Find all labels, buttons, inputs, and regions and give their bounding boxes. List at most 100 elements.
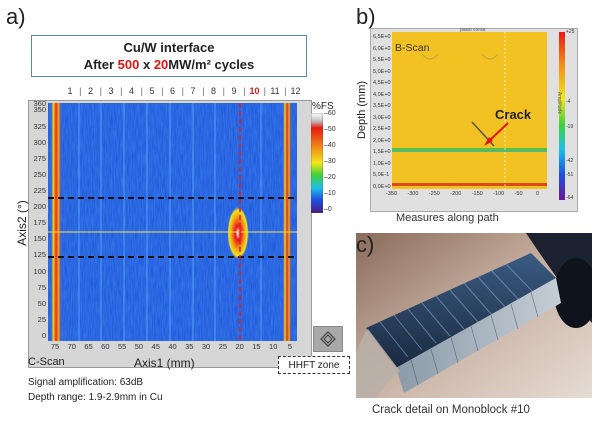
panel-b-letter: b) xyxy=(356,4,376,29)
bscan-x-tick: 0 xyxy=(536,191,540,197)
bscan-image xyxy=(392,32,547,189)
cscan-y-axis-title: Axis2 (°) xyxy=(15,200,29,246)
cscan-colorbar-tick: –50 xyxy=(324,126,336,133)
title-line-2: After 500 x 20MW/m² cycles xyxy=(32,57,306,72)
bscan-colorbar-tick: -64 xyxy=(566,195,574,201)
crack-label: Crack xyxy=(495,107,532,122)
title-line-1: Cu/W interface xyxy=(123,40,215,55)
panel-c-letter: c) xyxy=(356,232,375,257)
cscan-texture xyxy=(48,103,297,341)
crack-arrow-icon xyxy=(484,122,509,146)
column-separator: | xyxy=(79,86,82,96)
column-label: 4 xyxy=(128,86,135,96)
bscan-colorbar-title: Amplitude xyxy=(556,91,563,115)
monoblock-column-labels: 1 | 2 | 3 | 4 | 5 | 6 | 7 | 8 | 9 | 10 | 11 | 12 xyxy=(56,86,300,100)
bscan-y-tick: 5,5E+0 xyxy=(373,57,391,64)
cscan-x-tick: 45 xyxy=(151,342,160,351)
cscan-y-tick: 75 xyxy=(37,282,46,292)
cscan-y-tick: 360 xyxy=(33,99,46,108)
cscan-x-axis-title: Axis1 (mm) xyxy=(134,356,195,370)
title-text: x xyxy=(139,57,154,72)
cscan-image xyxy=(48,103,297,341)
bscan-y-tick: 6,5E+0 xyxy=(373,34,391,40)
cscan-y-tick: 225 xyxy=(33,186,46,195)
bscan-x-tick: -100 xyxy=(493,191,505,197)
bscan-backwall-line xyxy=(392,183,547,186)
column-separator: | xyxy=(243,86,246,96)
cscan-y-tick: 325 xyxy=(33,121,46,131)
cscan-y-tick: 250 xyxy=(33,169,46,179)
monoblock-photo xyxy=(356,233,592,398)
bscan-x-tick: -50 xyxy=(514,191,523,197)
photo-caption: Crack detail on Monoblock #10 xyxy=(372,404,530,416)
cscan-right-edge xyxy=(283,103,291,341)
flux-value: 20 xyxy=(153,57,169,72)
bscan-colorbar-tick: -19 xyxy=(566,123,574,130)
cscan-y-tick: 150 xyxy=(33,234,46,244)
bscan-colorbar-tick: -4 xyxy=(566,98,571,105)
bscan-colorbar-tick: -42 xyxy=(566,158,574,165)
cscan-x-tick: 60 xyxy=(101,342,110,351)
cscan-x-tick: 50 xyxy=(134,342,144,351)
depth-range-text: Depth range: 1.9-2.9mm in Cu xyxy=(28,392,163,403)
bscan-x-tick: -200 xyxy=(450,191,462,197)
bscan-x-tick: -250 xyxy=(428,191,440,197)
cscan-y-tick: 175 xyxy=(33,218,46,228)
column-label: 8 xyxy=(210,86,217,96)
cscan-label: C-Scan xyxy=(28,356,65,368)
cscan-y-tick: 125 xyxy=(33,250,46,260)
column-label: 3 xyxy=(108,86,114,96)
bscan-y-axis-title: Depth (mm) xyxy=(356,80,368,140)
column-separator: | xyxy=(284,86,287,96)
cscan-colorbar-tick: –20 xyxy=(324,174,336,181)
cscan-y-tick: 200 xyxy=(33,202,46,212)
column-separator: | xyxy=(181,86,184,96)
bscan-x-tick: -350 xyxy=(386,191,398,197)
bscan-colorbar-tick: -51 xyxy=(566,171,574,178)
bscan-y-tick: 5,0E-1 xyxy=(373,172,390,179)
bscan-x-tick: -150 xyxy=(471,191,483,197)
bscan-y-tick: 5,0E+0 xyxy=(373,68,391,75)
column-separator: | xyxy=(120,86,123,96)
column-label: 11 xyxy=(270,86,280,96)
bscan-label: B-Scan xyxy=(395,42,430,54)
bscan-colorbar-tick: +25 xyxy=(566,29,575,35)
bscan-y-tick: 0,0E+0 xyxy=(373,184,391,190)
column-separator: | xyxy=(99,86,102,96)
column-label: 1 xyxy=(67,86,73,96)
cscan-colorbar-title: %FS xyxy=(312,101,334,112)
cscan-colorbar-tick: –0 xyxy=(324,206,332,213)
cscan-y-tick: 25 xyxy=(37,314,46,324)
panel-a-letter: a) xyxy=(6,4,26,29)
cscan-y-tick: 100 xyxy=(33,266,46,276)
bscan-colorbar xyxy=(559,32,565,200)
cscan-y-tick: 300 xyxy=(33,137,46,147)
cscan-colorbar-tick: –30 xyxy=(324,158,336,165)
crack-indication xyxy=(227,206,249,260)
bscan-y-tick: 3,5E+0 xyxy=(373,103,391,110)
cscan-colorbar xyxy=(311,113,323,213)
title-text: MW/m² cycles xyxy=(168,57,255,72)
cscan-x-tick: 25 xyxy=(218,342,228,351)
column-label: 10 xyxy=(249,86,260,96)
cscan-x-tick: 75 xyxy=(50,342,60,351)
column-label: 7 xyxy=(190,86,196,96)
bscan-y-tick: 3,0E+0 xyxy=(373,114,391,121)
cscan-left-edge xyxy=(51,103,61,341)
diamond-arrows-icon xyxy=(320,331,336,347)
cscan-y-tick: 0 xyxy=(41,331,46,340)
cscan-x-tick: 55 xyxy=(117,342,127,351)
column-separator: | xyxy=(202,86,205,96)
bscan-caption: Measures along path xyxy=(396,212,499,224)
cscan-colorbar-tick: –10 xyxy=(324,190,336,197)
column-label: 6 xyxy=(169,86,176,96)
cscan-colorbar-tick: –60 xyxy=(324,110,336,117)
bscan-y-tick: 4,0E+0 xyxy=(373,91,391,98)
bscan-y-tick: 4,5E+0 xyxy=(373,80,391,87)
bscan-y-tick: 1,0E+0 xyxy=(373,160,391,167)
cscan-x-tick: 35 xyxy=(185,342,194,351)
bscan-texture xyxy=(392,32,547,189)
cscan-streaks xyxy=(78,103,262,341)
cscan-x-tick: 70 xyxy=(67,342,76,351)
scan-navigation-button[interactable] xyxy=(313,326,343,352)
